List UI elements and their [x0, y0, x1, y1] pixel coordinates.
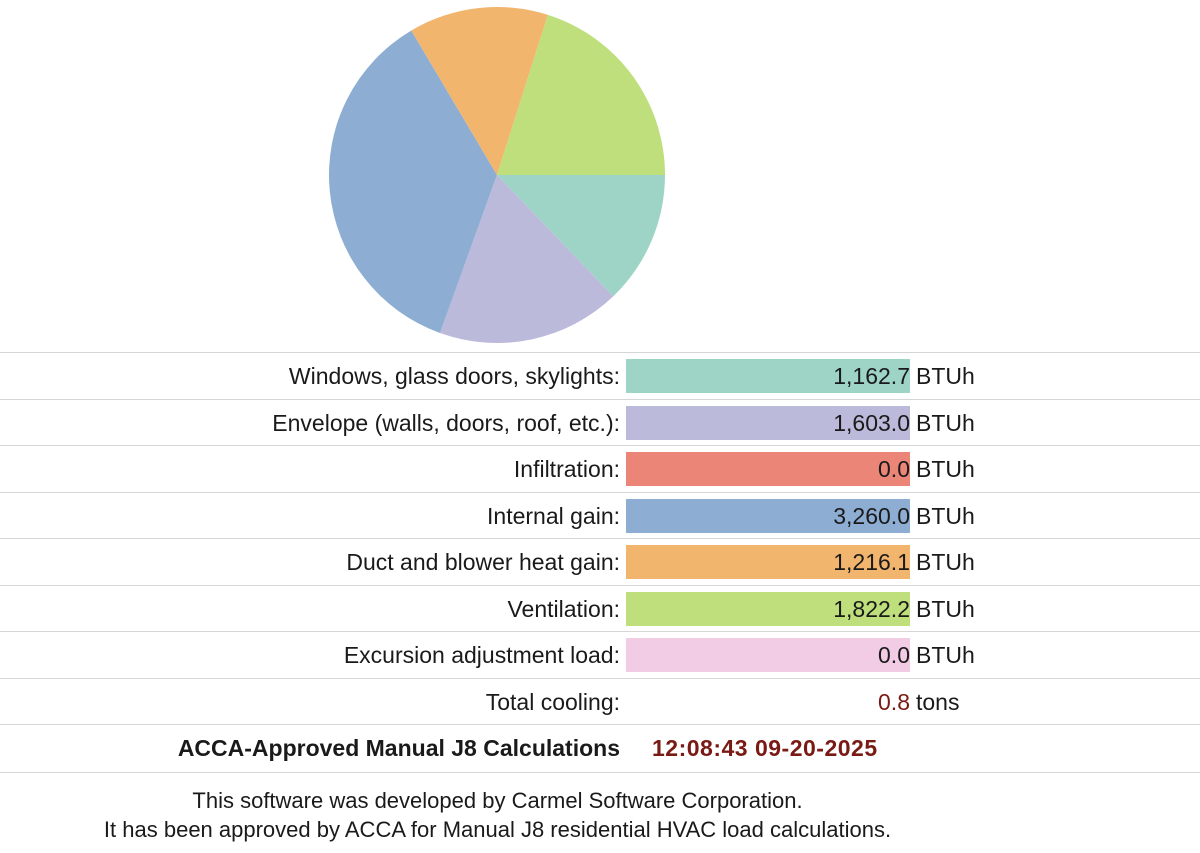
footer-line-1: This software was developed by Carmel So…: [192, 788, 803, 813]
load-color-bar: [626, 591, 910, 626]
load-value: 1,603.0: [833, 409, 910, 436]
load-unit: BTUh: [916, 409, 975, 436]
load-unit: BTUh: [916, 456, 975, 482]
footer-line-2: It has been approved by ACCA for Manual …: [103, 817, 892, 842]
load-color-bar: [626, 405, 910, 440]
load-label: Infiltration:: [513, 456, 620, 482]
load-row: Infiltration: 0.0 BTUh: [0, 445, 1200, 491]
load-unit: BTUh: [916, 502, 975, 529]
load-row: Ventilation: 1,822.2 BTUh: [0, 584, 1200, 631]
approval-label: ACCA-Approved Manual J8 Calculations: [177, 735, 620, 761]
load-color-bar: [626, 359, 910, 393]
load-color-bar: [626, 498, 910, 533]
load-color-bar: [626, 638, 910, 672]
load-color-bar: [626, 452, 910, 486]
load-label: Ventilation:: [507, 595, 620, 622]
load-row: Internal gain: 3,260.0 BTUh: [0, 491, 1200, 538]
load-value: 1,216.1: [833, 549, 910, 575]
load-label: Windows, glass doors, skylights:: [288, 363, 620, 389]
pie-slice-windows-glass-doors-skylights: [497, 175, 665, 297]
load-value: 1,162.7: [833, 363, 910, 389]
load-label: Duct and blower heat gain:: [346, 549, 620, 575]
load-row: Windows, glass doors, skylights: 1,162.7 B…: [0, 352, 1200, 398]
total-cooling-unit: tons: [916, 688, 960, 715]
load-label: Envelope (walls, doors, roof, etc.):: [272, 409, 620, 436]
divider: [0, 772, 1200, 773]
load-label: Excursion adjustment load:: [343, 642, 620, 668]
load-value: 0.0: [878, 642, 910, 668]
load-row: Excursion adjustment load: 0.0 BTUh: [0, 631, 1200, 677]
load-label: Internal gain:: [487, 502, 620, 529]
pie-svg: [329, 7, 665, 343]
load-unit: BTUh: [916, 363, 975, 389]
pie-slice-duct-and-blower-heat-gain: [411, 7, 548, 175]
load-value: 3,260.0: [833, 502, 910, 529]
pie-slice-internal-gain: [329, 30, 497, 334]
load-unit: BTUh: [916, 642, 975, 668]
load-row: Envelope (walls, doors, roof, etc.): 1,60…: [0, 398, 1200, 445]
load-pie-chart: [0, 0, 1200, 352]
load-value: 1,822.2: [833, 595, 910, 622]
load-color-bar: [626, 545, 910, 579]
total-cooling-label: Total cooling:: [485, 688, 620, 715]
total-cooling-value: 0.8: [878, 688, 910, 715]
total-cooling-row: Total cooling: 0.8 tons: [0, 677, 1200, 724]
load-unit: BTUh: [916, 549, 975, 575]
pie-slice-envelope-walls-doors-roof-etc: [439, 175, 614, 343]
pie-slice-ventilation: [497, 14, 665, 175]
load-unit: BTUh: [916, 595, 975, 622]
footer-note: This software was developed by Carmel So…: [0, 786, 995, 844]
approval-row: ACCA-Approved Manual J8 Calculations 12:0…: [0, 724, 1200, 770]
load-value: 0.0: [878, 456, 910, 482]
load-row: Duct and blower heat gain: 1,216.1 BTUh: [0, 538, 1200, 584]
calculation-timestamp: 12:08:43 09-20-2025: [652, 735, 878, 761]
